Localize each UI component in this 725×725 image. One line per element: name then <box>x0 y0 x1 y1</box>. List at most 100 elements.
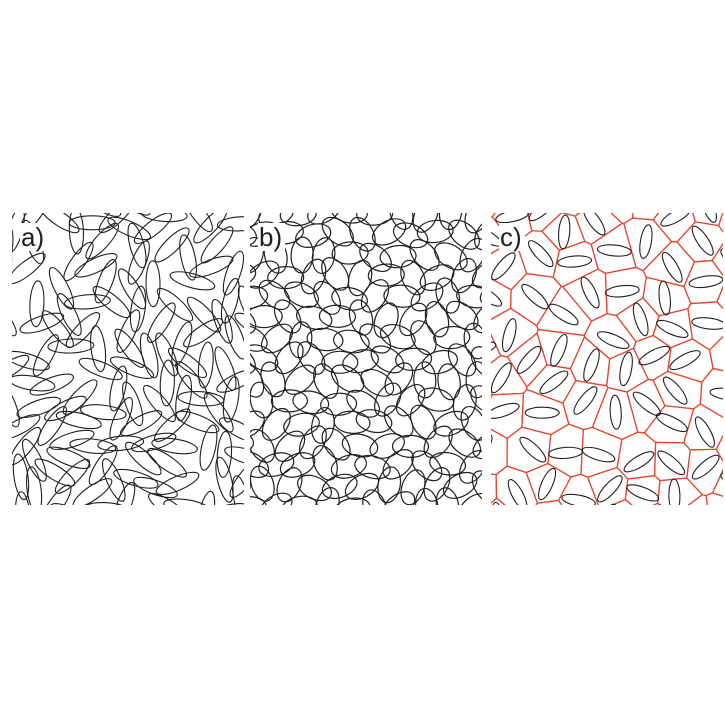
ellipse <box>548 303 579 326</box>
voronoi-cell <box>615 297 660 343</box>
voronoi-cell <box>536 328 586 370</box>
voronoi-cell <box>705 492 723 505</box>
ellipse <box>434 242 468 271</box>
voronoi-cell <box>692 213 723 227</box>
ellipse <box>384 362 414 396</box>
ellipse <box>437 363 461 401</box>
voronoi-cell <box>626 378 666 434</box>
ellipse <box>250 304 283 329</box>
ellipse <box>311 237 336 275</box>
ellipse <box>29 373 74 396</box>
ellipse <box>491 362 512 394</box>
ellipse <box>344 472 380 501</box>
ellipse <box>12 298 17 337</box>
ellipse <box>507 478 528 505</box>
ellipse <box>54 458 90 494</box>
ellipse <box>94 259 117 304</box>
ellipse <box>423 425 453 459</box>
ellipse <box>395 347 433 371</box>
ellipse <box>321 473 358 500</box>
ellipse <box>78 357 123 381</box>
ellipse <box>359 242 392 273</box>
ellipse <box>581 446 616 463</box>
voronoi-cell <box>491 392 525 439</box>
ellipse <box>297 341 326 375</box>
ellipse <box>470 385 482 415</box>
ellipse <box>610 503 634 505</box>
ellipse <box>143 384 176 423</box>
ellipse <box>107 216 152 241</box>
voronoi-cell <box>686 448 723 497</box>
ellipse <box>429 451 467 476</box>
ellipse <box>639 224 653 259</box>
ellipse <box>527 240 554 268</box>
ellipse <box>341 433 379 458</box>
ellipse <box>433 410 469 437</box>
ellipse <box>321 427 351 461</box>
panel-a: a) <box>12 213 244 505</box>
ellipse-field-sparse <box>12 213 244 505</box>
ellipse <box>360 368 395 397</box>
ellipse <box>258 452 295 477</box>
voronoi-cell <box>687 301 723 351</box>
ellipse <box>491 284 503 307</box>
ellipse <box>331 241 369 265</box>
voronoi-cell <box>527 213 563 232</box>
ellipse <box>127 222 147 269</box>
ellipse <box>632 302 649 337</box>
ellipse <box>459 237 482 273</box>
ellipse <box>318 304 356 328</box>
ellipse <box>250 410 265 440</box>
ellipse <box>229 459 244 498</box>
ellipse <box>250 344 256 375</box>
ellipse <box>273 299 302 334</box>
ellipse <box>274 341 304 375</box>
ellipse <box>279 213 317 227</box>
ellipse <box>456 284 482 309</box>
ellipse <box>321 350 359 374</box>
ellipse <box>330 213 368 224</box>
ellipse <box>16 396 62 419</box>
voronoi-cell <box>632 334 672 381</box>
ellipse <box>49 429 95 451</box>
ellipse <box>383 284 421 308</box>
ellipse <box>333 497 371 505</box>
voronoi-cell <box>491 333 502 364</box>
ellipse <box>63 241 94 282</box>
ellipse <box>12 374 56 392</box>
ellipse <box>147 302 176 343</box>
voronoi-cell <box>580 426 623 478</box>
ellipse <box>12 453 30 501</box>
ellipse <box>113 481 136 505</box>
ellipse <box>452 384 477 421</box>
ellipse <box>447 343 477 377</box>
ellipse <box>234 312 244 340</box>
ellipse <box>395 384 426 417</box>
ellipse <box>56 293 82 336</box>
ellipse <box>604 284 640 298</box>
ellipse <box>167 347 208 379</box>
ellipse <box>216 216 244 232</box>
ellipse <box>267 265 305 290</box>
ellipse <box>250 236 264 274</box>
ellipse <box>250 324 268 352</box>
ellipse <box>421 349 459 375</box>
ellipse <box>29 280 45 328</box>
ellipse <box>113 468 159 489</box>
ellipse <box>661 251 683 283</box>
ellipse <box>582 213 606 236</box>
ellipse <box>197 490 216 505</box>
ellipse <box>175 361 208 399</box>
ellipse <box>250 363 265 398</box>
ellipse <box>400 469 426 505</box>
ellipse <box>557 214 571 250</box>
ellipse <box>250 428 275 463</box>
ellipse <box>163 498 210 505</box>
voronoi-cell <box>711 242 723 277</box>
ellipse <box>460 406 482 441</box>
ellipse <box>597 475 623 503</box>
ellipse <box>22 438 47 482</box>
ellipse <box>446 300 479 331</box>
ellipse <box>330 364 365 393</box>
ellipse <box>284 364 317 395</box>
